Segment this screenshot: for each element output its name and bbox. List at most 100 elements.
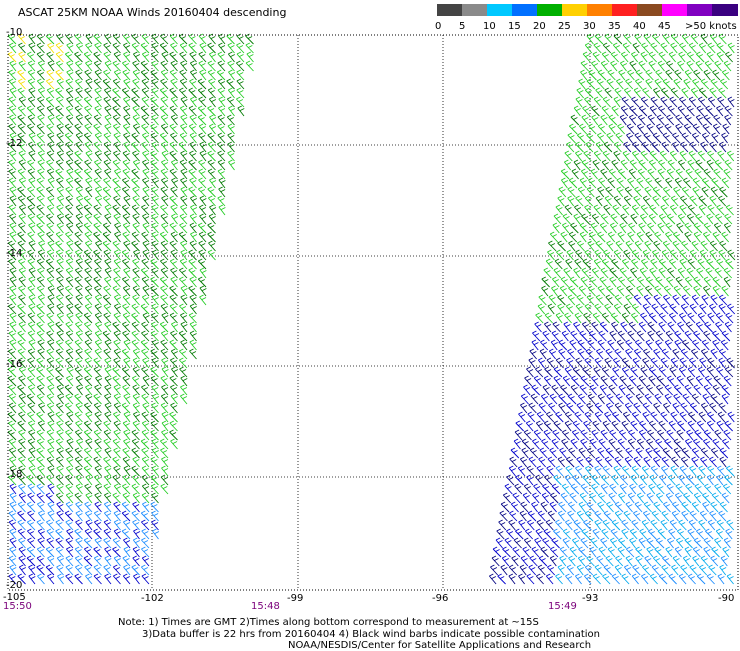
wind-barb bbox=[712, 384, 721, 396]
wind-barb bbox=[151, 213, 159, 225]
wind-barb bbox=[586, 294, 595, 306]
wind-barb bbox=[632, 564, 641, 576]
wind-barb bbox=[131, 42, 140, 54]
wind-barb bbox=[696, 105, 705, 117]
wind-barb bbox=[160, 348, 169, 360]
wind-barb bbox=[716, 258, 725, 270]
wind-barb bbox=[689, 141, 698, 153]
wind-barb bbox=[122, 456, 131, 468]
wind-barb bbox=[46, 393, 55, 405]
wind-barb bbox=[560, 276, 569, 288]
wind-barb bbox=[113, 555, 121, 567]
wind-barb bbox=[715, 312, 724, 324]
wind-barb bbox=[9, 285, 17, 297]
wind-barb bbox=[142, 222, 150, 234]
wind-barb bbox=[686, 105, 695, 117]
wind-barb bbox=[180, 312, 188, 324]
wind-barb bbox=[675, 168, 684, 180]
wind-barb bbox=[65, 249, 74, 261]
wind-barb bbox=[639, 267, 647, 279]
wind-barb bbox=[634, 186, 643, 198]
wind-barb bbox=[648, 312, 658, 324]
wind-barb bbox=[597, 186, 605, 198]
wind-barb bbox=[669, 96, 678, 108]
wind-barb bbox=[84, 330, 93, 342]
wind-barb bbox=[36, 177, 45, 189]
wind-barb bbox=[716, 519, 725, 531]
wind-barb bbox=[9, 339, 17, 351]
wind-barb bbox=[504, 483, 513, 495]
wind-barb bbox=[36, 195, 45, 207]
wind-barb bbox=[672, 555, 681, 567]
wind-barb bbox=[597, 231, 606, 243]
wind-barb bbox=[141, 366, 150, 378]
wind-barb bbox=[103, 528, 112, 540]
wind-barb bbox=[113, 330, 121, 342]
wind-barb bbox=[36, 132, 45, 144]
wind-barb bbox=[686, 375, 694, 387]
wind-barb bbox=[712, 69, 721, 81]
wind-barb bbox=[94, 330, 102, 342]
wind-barb bbox=[655, 438, 664, 450]
wind-barb bbox=[597, 123, 606, 135]
wind-barb bbox=[65, 267, 74, 279]
wind-barb bbox=[160, 69, 169, 81]
wind-barb bbox=[623, 564, 632, 576]
wind-barb bbox=[189, 339, 197, 351]
wind-barb bbox=[580, 375, 590, 387]
swath-time: 15:50 bbox=[3, 601, 32, 612]
wind-barb bbox=[695, 213, 704, 225]
wind-barb bbox=[573, 528, 581, 540]
wind-barb bbox=[55, 456, 64, 468]
wind-barb bbox=[687, 366, 696, 378]
wind-barb bbox=[75, 483, 83, 495]
wind-barb bbox=[8, 123, 17, 135]
wind-barb bbox=[541, 492, 550, 504]
wind-barb bbox=[46, 123, 55, 135]
wind-barb bbox=[581, 213, 590, 225]
wind-barb bbox=[189, 177, 197, 189]
wind-barb bbox=[601, 159, 610, 171]
wind-barb bbox=[560, 168, 570, 180]
wind-barb bbox=[66, 222, 74, 234]
wind-barb bbox=[47, 465, 55, 477]
wind-barb bbox=[710, 186, 719, 198]
wind-barb bbox=[140, 339, 150, 351]
wind-barb bbox=[693, 69, 702, 81]
wind-barb bbox=[626, 384, 635, 396]
wind-barb bbox=[502, 546, 511, 558]
wind-barb bbox=[721, 231, 730, 243]
wind-barb bbox=[654, 231, 663, 243]
wind-barb bbox=[555, 573, 563, 585]
wind-barb bbox=[18, 564, 26, 576]
wind-barb bbox=[18, 204, 26, 216]
wind-barb bbox=[18, 51, 26, 63]
wind-barb bbox=[726, 573, 734, 585]
wind-barb bbox=[26, 105, 36, 117]
wind-barb bbox=[27, 366, 36, 378]
wind-barb bbox=[579, 222, 589, 234]
wind-barb bbox=[36, 213, 45, 225]
wind-barb bbox=[170, 114, 178, 126]
wind-barb bbox=[612, 42, 621, 54]
wind-barb bbox=[151, 87, 159, 99]
wind-barb bbox=[644, 555, 652, 567]
wind-barb bbox=[675, 114, 684, 126]
wind-barb bbox=[702, 231, 711, 243]
wind-barb bbox=[718, 195, 727, 207]
wind-barb bbox=[590, 222, 598, 234]
wind-barb bbox=[94, 303, 102, 315]
wind-barb bbox=[554, 258, 563, 270]
wind-barb bbox=[698, 465, 706, 477]
wind-barb bbox=[74, 159, 83, 171]
wind-barb bbox=[697, 366, 706, 378]
wind-barb bbox=[638, 105, 648, 117]
wind-barb bbox=[644, 240, 652, 252]
wind-barb bbox=[85, 384, 93, 396]
wind-barb bbox=[723, 375, 732, 387]
wind-barb bbox=[113, 402, 121, 414]
wind-barb bbox=[600, 483, 608, 495]
wind-barb bbox=[579, 231, 587, 243]
wind-barb bbox=[94, 339, 102, 351]
